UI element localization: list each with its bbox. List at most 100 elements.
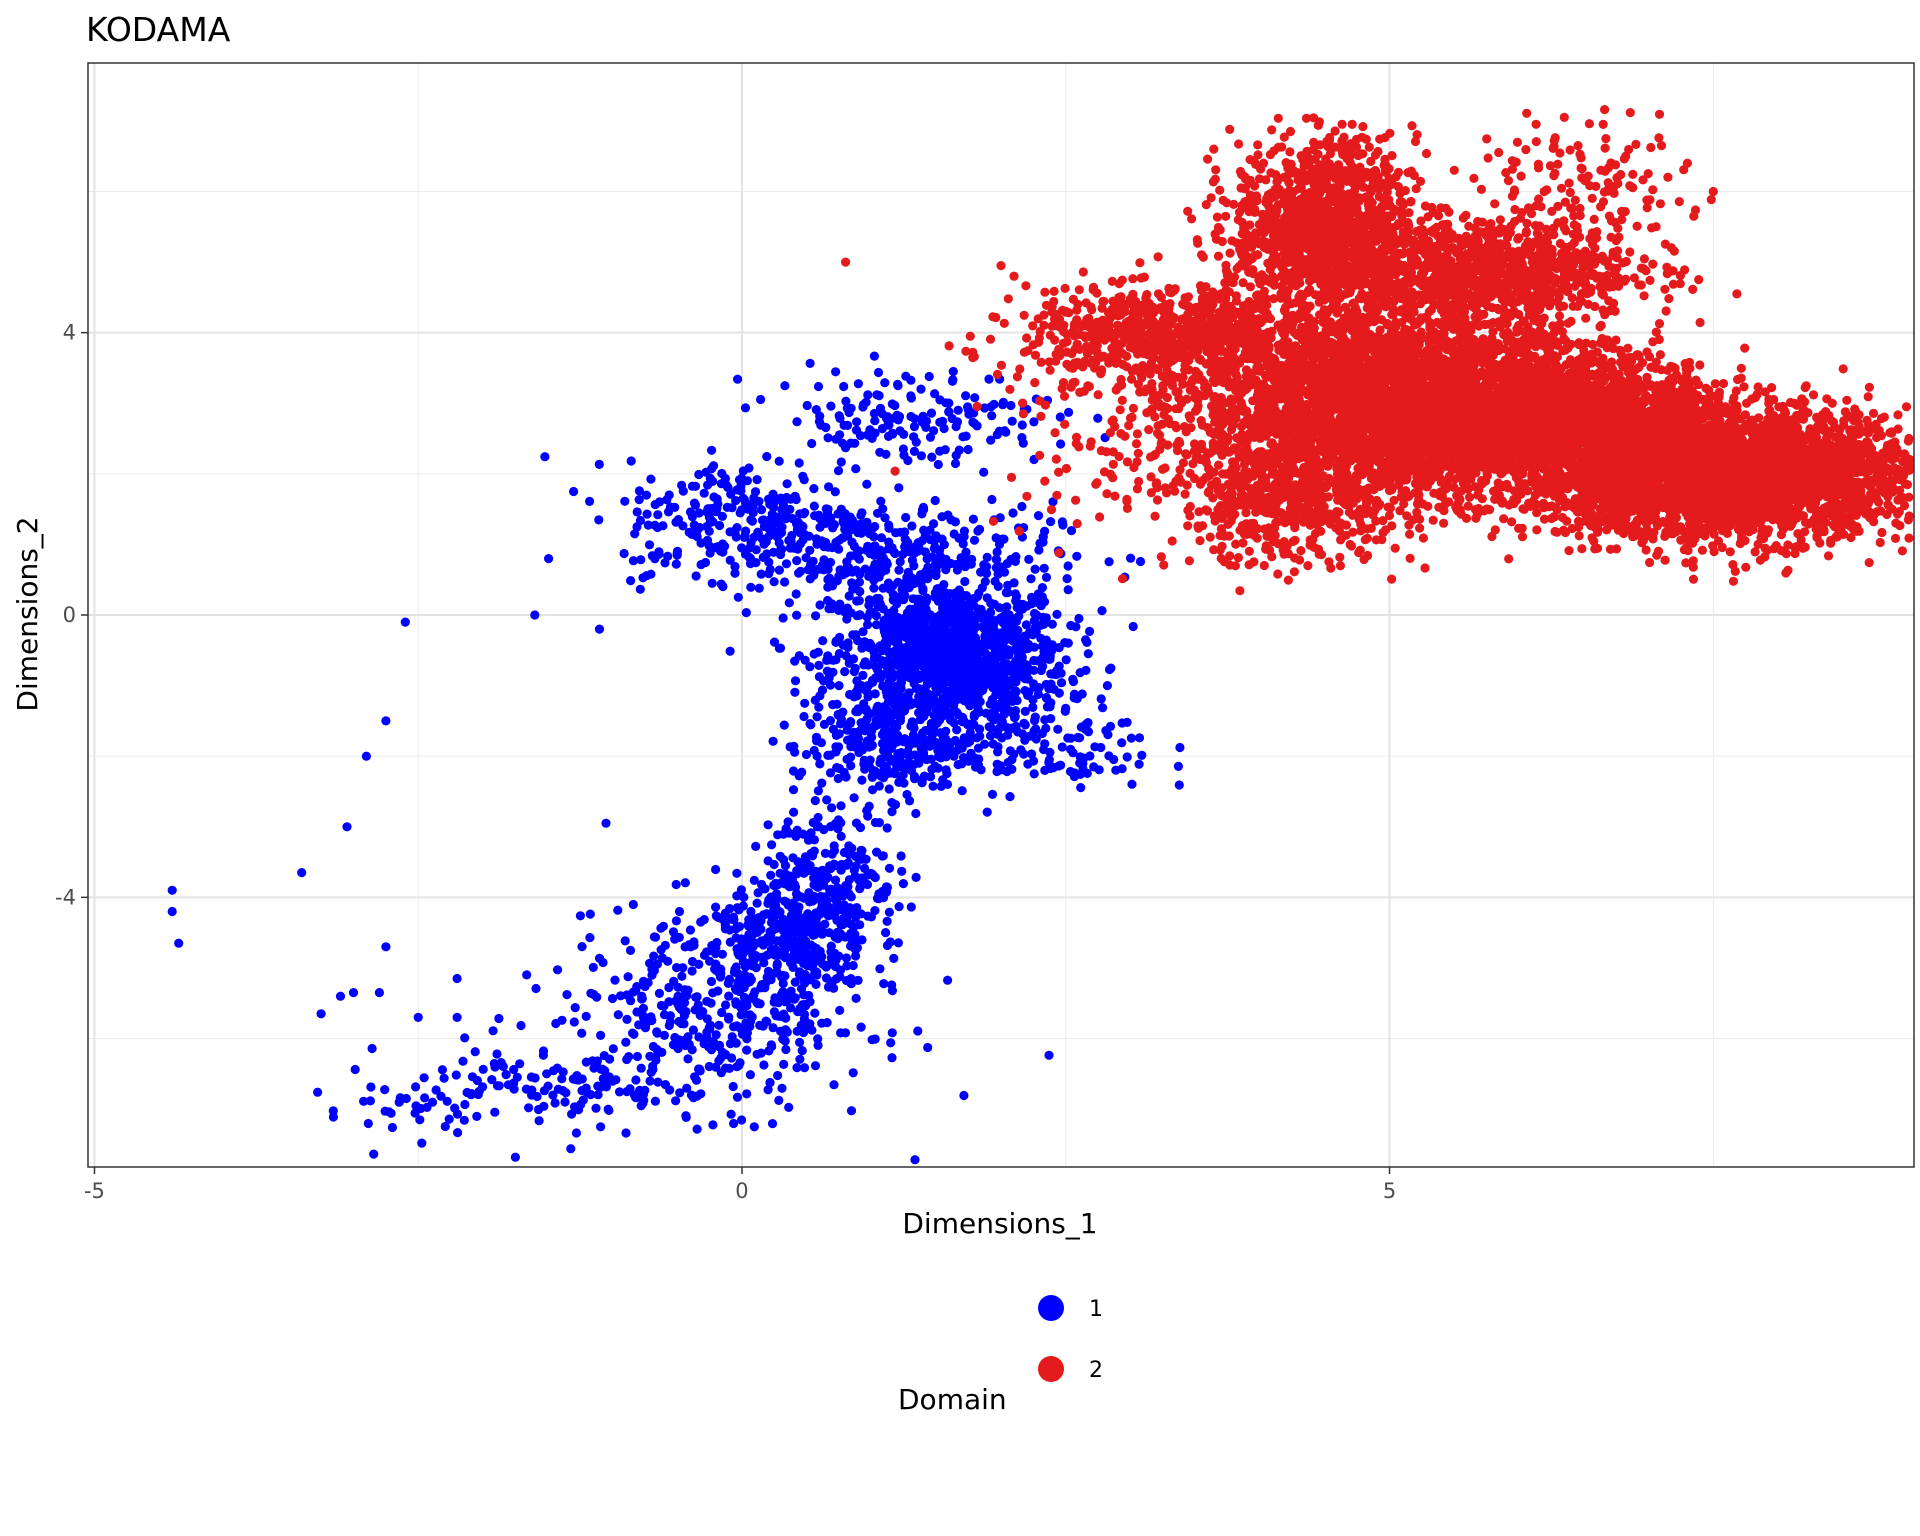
data-point bbox=[864, 600, 874, 610]
data-point bbox=[989, 399, 999, 409]
data-point bbox=[850, 438, 860, 448]
data-point bbox=[855, 569, 865, 580]
data-point bbox=[805, 719, 815, 729]
data-point bbox=[687, 481, 698, 491]
data-point bbox=[670, 1032, 680, 1043]
data-point bbox=[789, 807, 799, 817]
data-point bbox=[1109, 754, 1119, 765]
data-point bbox=[586, 988, 596, 998]
data-point bbox=[1029, 608, 1040, 619]
data-point bbox=[777, 527, 787, 538]
data-point bbox=[950, 517, 961, 527]
data-point bbox=[899, 450, 909, 460]
data-point bbox=[917, 778, 927, 788]
data-point bbox=[784, 919, 794, 930]
data-point bbox=[598, 1074, 608, 1084]
data-point bbox=[775, 950, 785, 960]
data-point bbox=[882, 751, 892, 762]
data-point bbox=[1039, 563, 1049, 573]
data-point bbox=[834, 927, 844, 937]
data-point bbox=[1093, 413, 1103, 423]
data-point bbox=[849, 692, 859, 702]
data-point bbox=[729, 1118, 739, 1129]
data-point bbox=[636, 1063, 646, 1073]
data-point bbox=[742, 1045, 752, 1055]
data-point bbox=[167, 885, 177, 895]
data-point bbox=[598, 957, 608, 968]
data-point bbox=[903, 746, 913, 757]
data-point bbox=[880, 513, 890, 523]
data-point bbox=[916, 632, 926, 642]
data-point bbox=[1044, 1050, 1054, 1060]
data-point bbox=[822, 666, 833, 676]
data-point bbox=[1053, 724, 1063, 734]
data-point bbox=[959, 716, 969, 726]
data-point bbox=[951, 450, 961, 460]
data-point bbox=[1104, 557, 1114, 567]
data-point bbox=[790, 993, 800, 1003]
data-point bbox=[990, 576, 1000, 587]
data-point bbox=[700, 557, 711, 568]
data-point bbox=[510, 1152, 520, 1162]
data-point bbox=[791, 589, 801, 599]
data-point bbox=[490, 1107, 500, 1117]
data-point bbox=[707, 578, 717, 588]
data-point bbox=[813, 812, 823, 823]
data-point bbox=[297, 868, 307, 878]
data-point bbox=[899, 429, 909, 439]
data-point bbox=[811, 405, 821, 415]
data-point bbox=[1046, 646, 1057, 656]
data-point bbox=[585, 909, 595, 919]
data-point bbox=[749, 1122, 759, 1132]
data-point bbox=[1056, 760, 1066, 770]
data-point bbox=[998, 400, 1008, 410]
data-point bbox=[959, 1090, 969, 1101]
data-point bbox=[903, 693, 913, 703]
data-point bbox=[759, 1060, 769, 1070]
data-point bbox=[989, 715, 999, 725]
data-point bbox=[765, 499, 775, 509]
data-point bbox=[878, 717, 888, 727]
data-point bbox=[876, 496, 886, 506]
data-point bbox=[894, 565, 904, 575]
data-point bbox=[935, 446, 945, 456]
data-point bbox=[539, 1101, 549, 1111]
data-point bbox=[929, 544, 940, 554]
data-point bbox=[625, 1084, 635, 1094]
data-point bbox=[804, 531, 814, 541]
data-point bbox=[1064, 407, 1074, 417]
data-point bbox=[935, 728, 946, 738]
data-point bbox=[975, 524, 985, 535]
data-point bbox=[799, 913, 809, 923]
data-point bbox=[843, 420, 853, 430]
data-point bbox=[672, 548, 682, 559]
data-point bbox=[911, 683, 921, 694]
data-point bbox=[784, 882, 795, 892]
data-point bbox=[862, 517, 872, 527]
data-point bbox=[705, 473, 715, 483]
data-point bbox=[878, 893, 889, 903]
data-point bbox=[694, 959, 704, 970]
data-point bbox=[1117, 395, 1127, 405]
data-point bbox=[820, 848, 831, 859]
data-point bbox=[787, 903, 797, 913]
data-point bbox=[926, 626, 936, 636]
data-point bbox=[723, 482, 733, 492]
data-point bbox=[971, 613, 981, 624]
data-point bbox=[608, 1044, 618, 1054]
data-point bbox=[928, 781, 938, 791]
data-point bbox=[637, 994, 647, 1004]
data-point bbox=[825, 887, 835, 897]
data-point bbox=[515, 1059, 525, 1069]
data-point bbox=[672, 963, 682, 973]
data-point bbox=[862, 612, 872, 622]
data-point bbox=[883, 578, 894, 588]
data-point bbox=[342, 822, 352, 832]
data-point bbox=[797, 767, 807, 777]
data-point bbox=[861, 706, 871, 716]
data-point bbox=[1006, 400, 1016, 411]
data-point bbox=[737, 1115, 747, 1125]
data-point bbox=[709, 461, 719, 471]
data-point bbox=[974, 647, 985, 657]
data-point bbox=[772, 961, 782, 971]
